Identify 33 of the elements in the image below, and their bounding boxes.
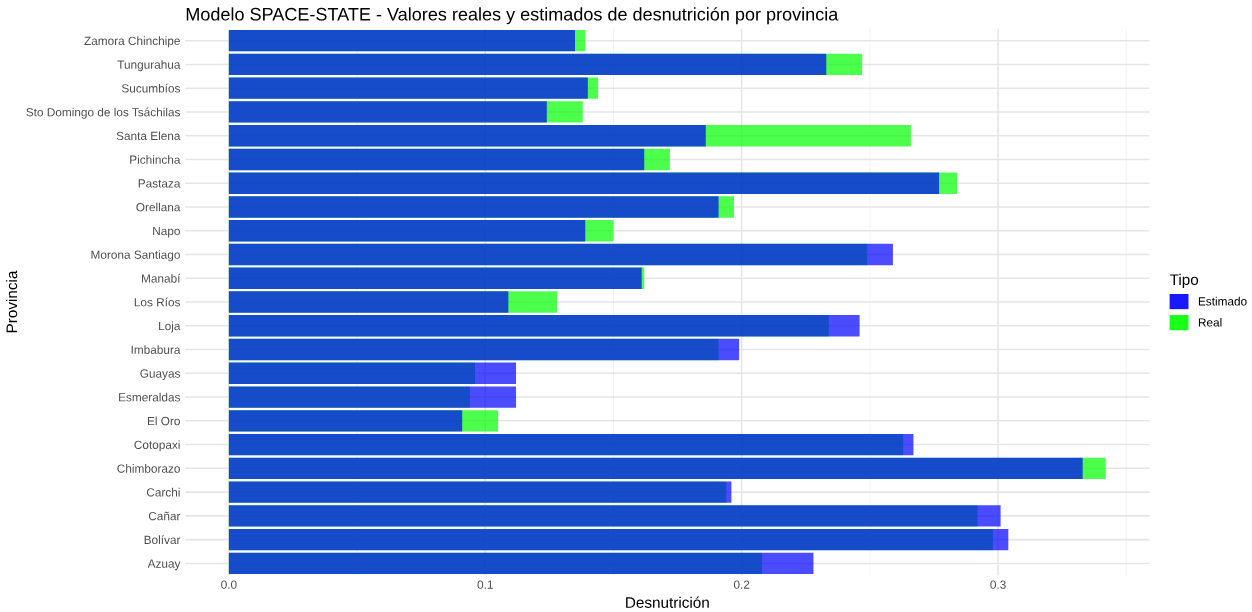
y-tick-label: Sucumbíos [121,83,181,93]
y-tick-label: Cañar [148,511,181,521]
y-tick-label: Morona Santiago [91,250,180,262]
y-tick-label: Los Ríos [134,297,181,307]
x-tick-label: 0.1 [477,580,493,589]
y-axis-title: Provincia [6,270,18,333]
y-tick-label: Esmeraldas [119,392,181,402]
y-tick-label: El Oro [147,416,180,426]
x-tick-label: 0.0 [221,580,237,589]
y-tick-label: Azuay [147,559,181,571]
y-tick-label: Zamora Chinchipe [84,36,180,48]
y-tick-label: Cotopaxi [134,440,180,452]
chart-title: Modelo SPACE-STATE - Valores reales y estimados de desnutrición por provincia [186,7,839,25]
y-tick-label: Manabí [142,273,181,283]
y-tick-label: Guayas [140,369,181,381]
y-tick-label: Pastaza [138,179,181,188]
y-tick-label: Napo [153,226,180,238]
y-tick-label: Imbabura [131,345,181,354]
y-tick-label: Loja [159,321,181,333]
y-tick-label: Chimborazo [117,464,180,473]
x-tick-label: 0.3 [990,580,1006,589]
y-tick-label: Carchi [146,487,180,497]
x-axis-title: Desnutrición [626,596,709,608]
y-tick-label: Tungurahua [117,60,181,72]
legend-label: Estimado [1198,296,1247,306]
y-tick-label: Santa Elena [116,131,181,141]
legend-title: Tipo [1169,273,1199,289]
y-tick-label: Pichincha [130,155,181,164]
y-tick-label: Sto Domingo de los Tsáchilas [26,107,181,119]
legend-label: Real [1198,317,1222,327]
y-tick-label: Bolívar [144,535,181,545]
x-tick-label: 0.2 [733,580,750,589]
y-tick-label: Orellana [136,202,181,212]
